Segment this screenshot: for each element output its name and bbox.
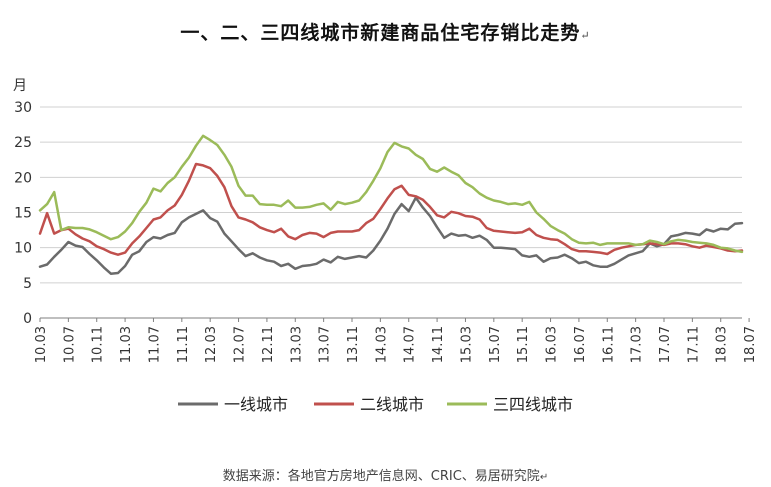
x-tick-label: 17.03 bbox=[630, 326, 645, 363]
series-line-3 bbox=[38, 134, 744, 254]
x-tick-label: 13.11 bbox=[346, 326, 361, 363]
x-tick-label: 11.03 bbox=[119, 326, 134, 363]
legend-label: 二线城市 bbox=[360, 395, 424, 414]
x-axis-ticks: 10.03 10.07 10.11 11.03 11.07 11.11 12.03 12.07… bbox=[34, 318, 758, 363]
x-tick-label: 18.07 bbox=[743, 326, 758, 363]
series-line-1 bbox=[38, 196, 744, 275]
chart-title-text: 一、二、三四线城市新建商品住宅存销比走势 bbox=[180, 22, 581, 44]
y-axis-label: 月 bbox=[13, 78, 27, 94]
x-tick-label: 15.11 bbox=[516, 326, 531, 363]
x-tick-label: 14.03 bbox=[374, 326, 389, 363]
x-tick-label: 16.07 bbox=[573, 326, 588, 363]
x-tick-label: 17.11 bbox=[686, 326, 701, 363]
x-tick-label: 11.07 bbox=[147, 326, 162, 363]
x-tick-label: 17.07 bbox=[658, 326, 673, 363]
chart-title: 一、二、三四线城市新建商品住宅存销比走势↵ bbox=[0, 18, 771, 45]
grid-lines bbox=[40, 106, 742, 319]
x-tick-label: 18.03 bbox=[715, 326, 730, 363]
x-tick-label: 12.07 bbox=[233, 326, 248, 363]
x-tick-label: 16.11 bbox=[601, 326, 616, 363]
x-tick-label: 11.11 bbox=[176, 326, 191, 363]
y-tick-label: 25 bbox=[14, 135, 32, 151]
x-tick-label: 14.11 bbox=[431, 326, 446, 363]
y-tick-label: 15 bbox=[14, 206, 32, 222]
x-tick-label: 15.03 bbox=[459, 326, 474, 363]
y-tick-label: 0 bbox=[23, 311, 32, 327]
x-tick-label: 14.07 bbox=[403, 326, 418, 363]
x-tick-label: 12.03 bbox=[204, 326, 219, 363]
y-axis-ticks: 0 5 10 15 20 25 30 bbox=[14, 100, 32, 327]
x-tick-label: 16.03 bbox=[545, 326, 560, 363]
y-tick-label: 10 bbox=[14, 241, 32, 257]
legend-label: 三四线城市 bbox=[493, 395, 573, 414]
x-tick-label: 12.11 bbox=[261, 326, 276, 363]
legend-label: 一线城市 bbox=[224, 395, 288, 414]
data-source-text: 数据来源：各地官方房地产信息网、CRIC、易居研究院 bbox=[222, 469, 540, 484]
paragraph-mark-icon: ↵ bbox=[580, 29, 591, 42]
y-tick-label: 30 bbox=[14, 100, 32, 116]
data-source: 数据来源：各地官方房地产信息网、CRIC、易居研究院↵ bbox=[0, 465, 771, 484]
x-tick-label: 10.11 bbox=[91, 326, 106, 363]
legend: 一线城市 二线城市 三四线城市 bbox=[178, 395, 573, 414]
series-lines bbox=[38, 134, 744, 275]
x-tick-label: 10.07 bbox=[62, 326, 77, 363]
x-tick-label: 10.03 bbox=[34, 326, 49, 363]
x-tick-label: 13.07 bbox=[318, 326, 333, 363]
x-tick-label: 13.03 bbox=[289, 326, 304, 363]
paragraph-mark-icon: ↵ bbox=[539, 472, 549, 483]
x-tick-label: 15.07 bbox=[488, 326, 503, 363]
y-tick-label: 20 bbox=[14, 170, 32, 186]
y-tick-label: 5 bbox=[23, 276, 32, 292]
series-line-2 bbox=[38, 162, 744, 256]
